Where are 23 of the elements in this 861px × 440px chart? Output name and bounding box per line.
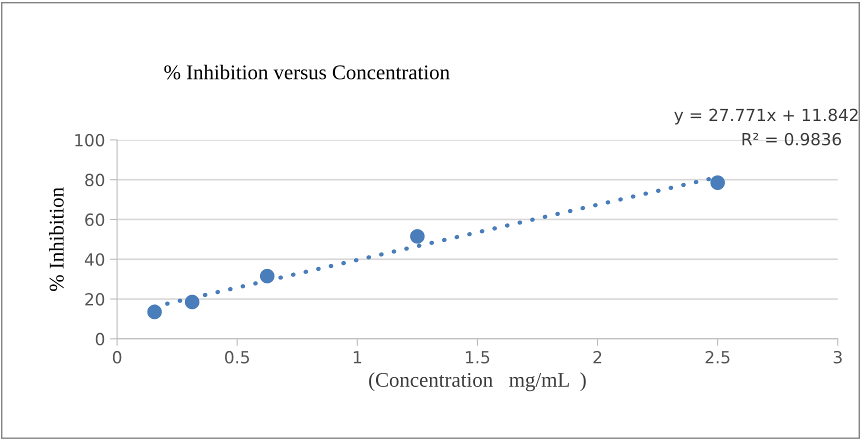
- x-tick-label: 2: [593, 350, 602, 364]
- point: [184, 294, 200, 310]
- x-axis-title: (Concentration mg/mL ): [369, 372, 586, 392]
- y-tick-label: 60: [85, 213, 104, 226]
- text: y = 27.771x + 11.842: [674, 108, 858, 124]
- point: [410, 229, 425, 244]
- y-tick-label: 100: [75, 134, 104, 146]
- point: [710, 175, 725, 190]
- point: [147, 304, 162, 320]
- y-axis-title: % Inhibition: [49, 187, 64, 292]
- chart-title: % Inhibition versus Concentration: [164, 64, 450, 80]
- y-tick-label: 40: [84, 253, 104, 266]
- y-tick-label: 20: [85, 292, 104, 306]
- point: [260, 268, 275, 284]
- y-tick-label: 80: [85, 174, 104, 186]
- x-tick-label: 0: [112, 350, 122, 364]
- x-tick-label: 3: [834, 350, 842, 364]
- y-tick-label: 0: [96, 332, 104, 346]
- x-tick-label: 0.5: [225, 350, 250, 364]
- annotation: R² = 0.9836: [742, 132, 842, 146]
- x-tick-label: 2.5: [706, 350, 730, 364]
- x-tick-label: 1: [354, 351, 362, 364]
- x-tick-label: 1.5: [466, 351, 490, 364]
